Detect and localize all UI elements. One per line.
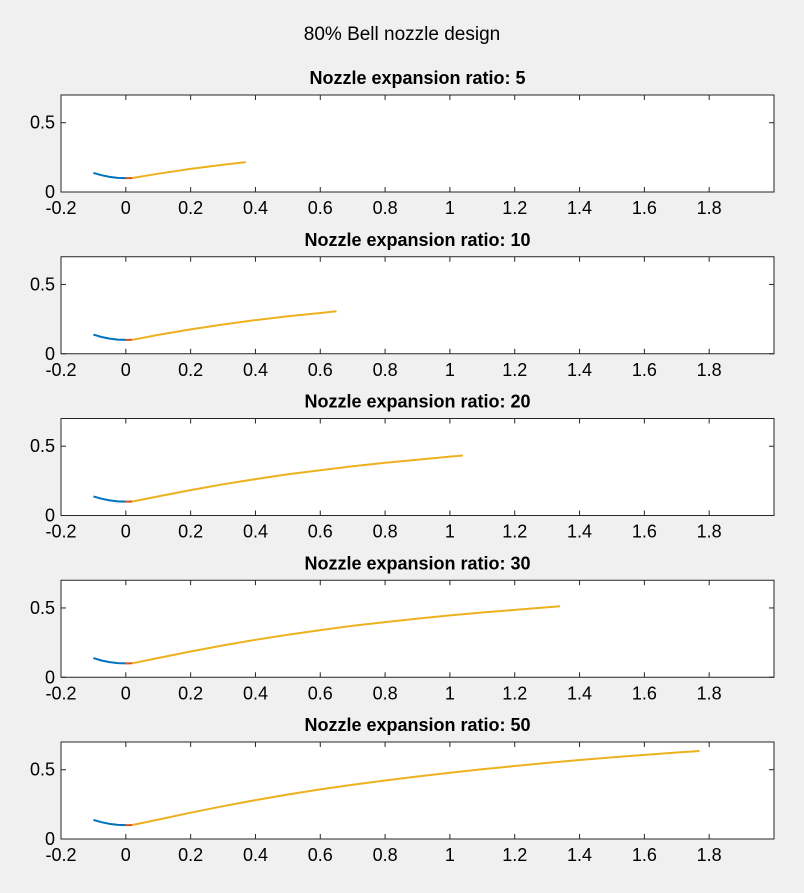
x-tick-label: 1.6 xyxy=(632,198,657,218)
x-tick-label: 0.6 xyxy=(308,198,333,218)
axes-panel: Nozzle expansion ratio: 10-0.2 0 0.2 0.4 0.6… xyxy=(30,230,775,380)
x-tick-label: 1.4 xyxy=(567,845,592,865)
x-tick-label: 1 xyxy=(445,360,455,380)
x-tick-label: 0.4 xyxy=(243,360,268,380)
subplot-title: Nozzle expansion ratio: 50 xyxy=(304,715,530,735)
subplot-title: Nozzle expansion ratio: 10 xyxy=(304,230,530,250)
bell-contour-line xyxy=(132,454,463,503)
x-tick-label: 1.4 xyxy=(567,522,592,542)
x-tick-label: 0.2 xyxy=(178,360,203,380)
x-tick-label: 0.4 xyxy=(243,522,268,542)
x-tick-label: -0.2 xyxy=(45,360,76,380)
x-tick-label: 0 xyxy=(121,198,131,218)
x-tick-label: 1.6 xyxy=(632,683,657,703)
y-tick-label: 0.5 xyxy=(30,598,55,618)
x-tick-label: 1 xyxy=(445,683,455,703)
x-tick-label: 1.4 xyxy=(567,198,592,218)
x-tick-label: 1.8 xyxy=(697,522,722,542)
x-tick-label: -0.2 xyxy=(45,845,76,865)
plot-area xyxy=(60,741,775,840)
x-tick-label: 0.8 xyxy=(373,360,398,380)
subplot-title: Nozzle expansion ratio: 30 xyxy=(304,553,530,573)
x-tick-label: 1.2 xyxy=(502,845,527,865)
x-tick-label: 0.8 xyxy=(373,845,398,865)
x-tick-label: 0.6 xyxy=(308,360,333,380)
axes-panel: Nozzle expansion ratio: 5-0.2 0 0.2 0.4 0.6 0… xyxy=(30,68,775,218)
entrant-arc-line xyxy=(93,171,126,180)
x-tick-label: 0.6 xyxy=(308,683,333,703)
y-tick-label: 0.5 xyxy=(30,113,55,133)
y-tick-label: 0 xyxy=(45,182,55,202)
x-tick-label: 1.6 xyxy=(632,845,657,865)
subplot-title: Nozzle expansion ratio: 20 xyxy=(304,392,530,412)
x-tick-label: 0.2 xyxy=(178,198,203,218)
subplot-title: Nozzle expansion ratio: 5 xyxy=(309,68,525,88)
x-tick-label: 0.4 xyxy=(243,845,268,865)
plot-area xyxy=(60,579,775,678)
x-tick-label: 0.2 xyxy=(178,522,203,542)
x-tick-label: 1.8 xyxy=(697,845,722,865)
bell-contour-line xyxy=(132,605,561,665)
x-tick-label: 1.4 xyxy=(567,360,592,380)
axes-panel: Nozzle expansion ratio: 30-0.2 0 0.2 0.4 0.6… xyxy=(30,553,775,703)
plot-area xyxy=(60,256,775,355)
axes-panel: Nozzle expansion ratio: 20-0.2 0 0.2 0.4 0.6… xyxy=(30,392,775,542)
figure-title: 80% Bell nozzle design xyxy=(304,24,500,45)
bell-contour-line xyxy=(132,750,700,826)
x-tick-label: 0 xyxy=(121,683,131,703)
x-tick-label: 1 xyxy=(445,198,455,218)
y-tick-label: 0.5 xyxy=(30,760,55,780)
bell-contour-line xyxy=(132,161,246,179)
x-tick-label: 0.2 xyxy=(178,683,203,703)
x-tick-label: 0.2 xyxy=(178,845,203,865)
bell-contour-line xyxy=(132,310,337,341)
y-tick-label: 0 xyxy=(45,667,55,687)
x-tick-label: 1.4 xyxy=(567,683,592,703)
x-tick-label: 0.6 xyxy=(308,522,333,542)
x-tick-label: 0.6 xyxy=(308,845,333,865)
x-tick-label: 0 xyxy=(121,845,131,865)
x-tick-label: 1.2 xyxy=(502,198,527,218)
x-tick-label: 1.2 xyxy=(502,360,527,380)
x-tick-label: 1.6 xyxy=(632,522,657,542)
axes-panel: Nozzle expansion ratio: 50-0.2 0 0.2 0.4 0.6… xyxy=(30,715,775,865)
x-tick-label: -0.2 xyxy=(45,683,76,703)
y-tick-label: 0.5 xyxy=(30,274,55,294)
x-tick-label: 0.8 xyxy=(373,683,398,703)
x-tick-label: 1.8 xyxy=(697,198,722,218)
x-tick-label: 1.2 xyxy=(502,683,527,703)
x-tick-label: -0.2 xyxy=(45,198,76,218)
entrant-arc-line xyxy=(93,657,126,665)
x-tick-label: 0 xyxy=(121,360,131,380)
x-tick-label: 0.4 xyxy=(243,198,268,218)
x-tick-label: 0.8 xyxy=(373,522,398,542)
x-tick-label: 0.4 xyxy=(243,683,268,703)
y-tick-label: 0 xyxy=(45,506,55,526)
plot-area xyxy=(60,94,775,193)
x-tick-label: -0.2 xyxy=(45,522,76,542)
y-tick-label: 0 xyxy=(45,344,55,364)
y-tick-label: 0.5 xyxy=(30,436,55,456)
entrant-arc-line xyxy=(93,333,126,341)
x-tick-label: 0 xyxy=(121,522,131,542)
x-tick-label: 0.8 xyxy=(373,198,398,218)
x-tick-label: 1.8 xyxy=(697,683,722,703)
plot-area xyxy=(60,418,775,516)
x-tick-label: 1 xyxy=(445,845,455,865)
entrant-arc-line xyxy=(93,818,126,827)
x-tick-label: 1.8 xyxy=(697,360,722,380)
entrant-arc-line xyxy=(93,495,126,503)
x-tick-label: 1 xyxy=(445,522,455,542)
x-tick-label: 1.2 xyxy=(502,522,527,542)
y-tick-label: 0 xyxy=(45,829,55,849)
x-tick-label: 1.6 xyxy=(632,360,657,380)
